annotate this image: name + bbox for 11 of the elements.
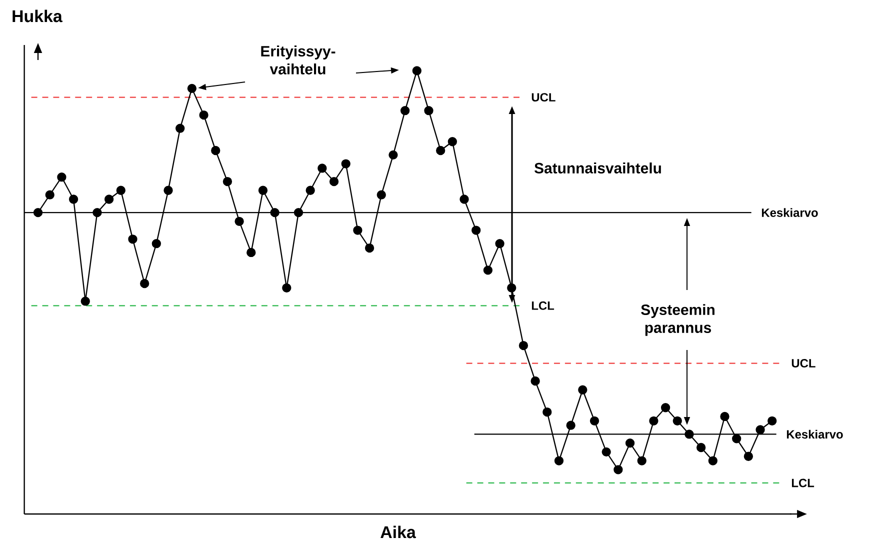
annotation: Systeemin parannus xyxy=(641,304,714,336)
ref-line-label: UCL xyxy=(792,359,816,368)
ref-line-label: LCL xyxy=(792,478,814,488)
x-axis-title: Aika xyxy=(380,526,416,538)
annotation: Satunnaisvaihtelu xyxy=(534,162,661,174)
ref-line-label: Keskiarvo xyxy=(786,430,843,439)
ref-line-label: UCL xyxy=(532,93,556,102)
y-axis-title: Hukka xyxy=(12,10,62,22)
annotation: Erityissyy-vaihtelu xyxy=(261,46,336,74)
ref-line-label: LCL xyxy=(532,301,554,310)
ref-line-label: Keskiarvo xyxy=(762,208,818,217)
